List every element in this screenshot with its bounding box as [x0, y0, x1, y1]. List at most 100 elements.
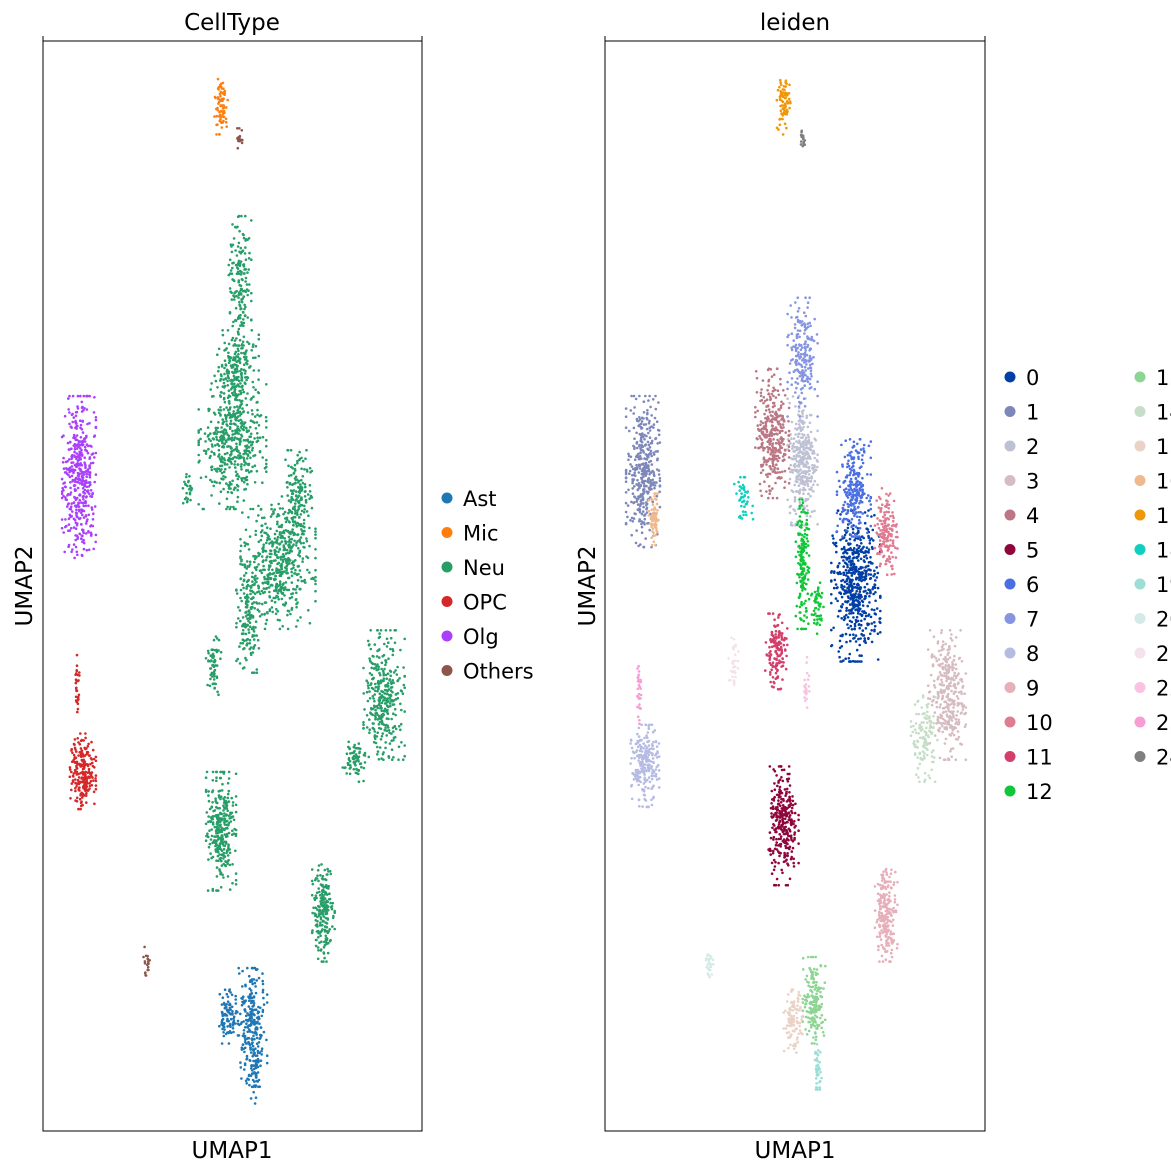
point: [186, 484, 189, 488]
point: [363, 761, 367, 764]
point: [380, 667, 383, 671]
point: [226, 424, 229, 427]
point: [656, 458, 659, 462]
point: [396, 665, 399, 669]
point: [75, 434, 79, 437]
point: [256, 1020, 259, 1024]
point: [230, 436, 234, 440]
point: [392, 730, 395, 733]
point: [373, 737, 377, 741]
point: [68, 766, 72, 769]
point: [639, 436, 643, 440]
point: [207, 651, 210, 655]
point: [380, 661, 384, 665]
point: [233, 460, 237, 463]
point: [227, 1042, 231, 1045]
point: [797, 410, 801, 413]
point: [652, 472, 656, 476]
point: [143, 962, 147, 965]
point: [253, 1037, 256, 1041]
point: [301, 481, 305, 485]
point: [635, 440, 639, 444]
point: [222, 1025, 225, 1028]
point: [268, 609, 272, 613]
point: [236, 1019, 240, 1023]
point: [230, 993, 234, 997]
point: [220, 818, 224, 822]
point: [265, 1038, 268, 1042]
point: [231, 1010, 234, 1013]
point: [856, 527, 860, 530]
point: [642, 545, 646, 549]
point: [280, 563, 283, 567]
point: [384, 661, 388, 664]
point: [219, 650, 223, 654]
point: [256, 1010, 260, 1013]
point: [235, 226, 238, 229]
point: [241, 1043, 245, 1046]
point: [325, 922, 329, 925]
point: [261, 547, 264, 550]
point: [229, 454, 232, 457]
point: [235, 625, 238, 629]
point: [854, 640, 858, 643]
point: [319, 921, 322, 924]
point: [247, 565, 251, 568]
point: [253, 607, 256, 610]
point: [304, 457, 307, 461]
point: [244, 214, 247, 218]
point: [207, 409, 211, 413]
point: [362, 779, 365, 783]
point: [223, 366, 226, 370]
point: [83, 456, 86, 460]
point: [70, 465, 74, 468]
point: [223, 796, 227, 799]
point: [237, 475, 241, 478]
point: [320, 903, 324, 907]
point: [216, 96, 220, 99]
point: [300, 579, 304, 583]
point: [226, 505, 229, 509]
point: [246, 1012, 249, 1015]
point: [628, 469, 632, 473]
point: [247, 516, 250, 519]
point: [288, 596, 292, 600]
point: [644, 504, 648, 507]
point: [243, 463, 246, 467]
point: [73, 756, 76, 759]
point: [230, 298, 234, 301]
point: [624, 407, 628, 410]
point: [836, 564, 840, 568]
point: [377, 717, 381, 720]
point: [222, 814, 226, 818]
point: [219, 856, 223, 860]
point: [294, 499, 297, 502]
point: [301, 557, 305, 560]
point: [84, 736, 87, 740]
point: [215, 866, 219, 869]
point: [257, 504, 260, 508]
point: [292, 560, 295, 563]
point: [231, 324, 234, 328]
point: [93, 505, 97, 508]
point: [265, 383, 268, 386]
point: [356, 772, 359, 775]
point: [305, 539, 309, 543]
point: [232, 320, 235, 324]
point: [257, 587, 261, 590]
point: [838, 646, 842, 650]
point: [280, 597, 284, 601]
point: [234, 998, 237, 1001]
point: [838, 639, 842, 643]
point: [794, 433, 797, 436]
point: [647, 399, 650, 402]
point: [274, 612, 278, 616]
point: [225, 347, 228, 350]
point: [247, 548, 251, 551]
series-0: [830, 509, 882, 663]
point: [78, 419, 82, 423]
point: [869, 576, 873, 580]
point: [250, 614, 253, 617]
point: [397, 725, 401, 728]
point: [220, 789, 224, 792]
